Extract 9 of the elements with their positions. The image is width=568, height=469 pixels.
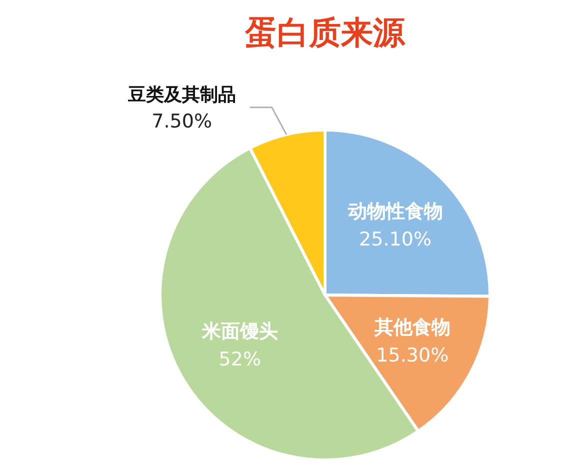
slice-label: 动物性食物	[346, 200, 443, 222]
data-label: 7.50%	[152, 110, 212, 132]
slice-label: 豆类及其制品	[126, 84, 236, 106]
data-label: 52%	[218, 348, 262, 371]
slice-label: 米面馒头	[200, 320, 278, 343]
slice-label: 其他食物	[373, 316, 450, 339]
chart-title: 蛋白质来源	[244, 13, 406, 52]
data-label: 15.30%	[376, 344, 449, 367]
data-label: 25.10%	[359, 228, 432, 250]
